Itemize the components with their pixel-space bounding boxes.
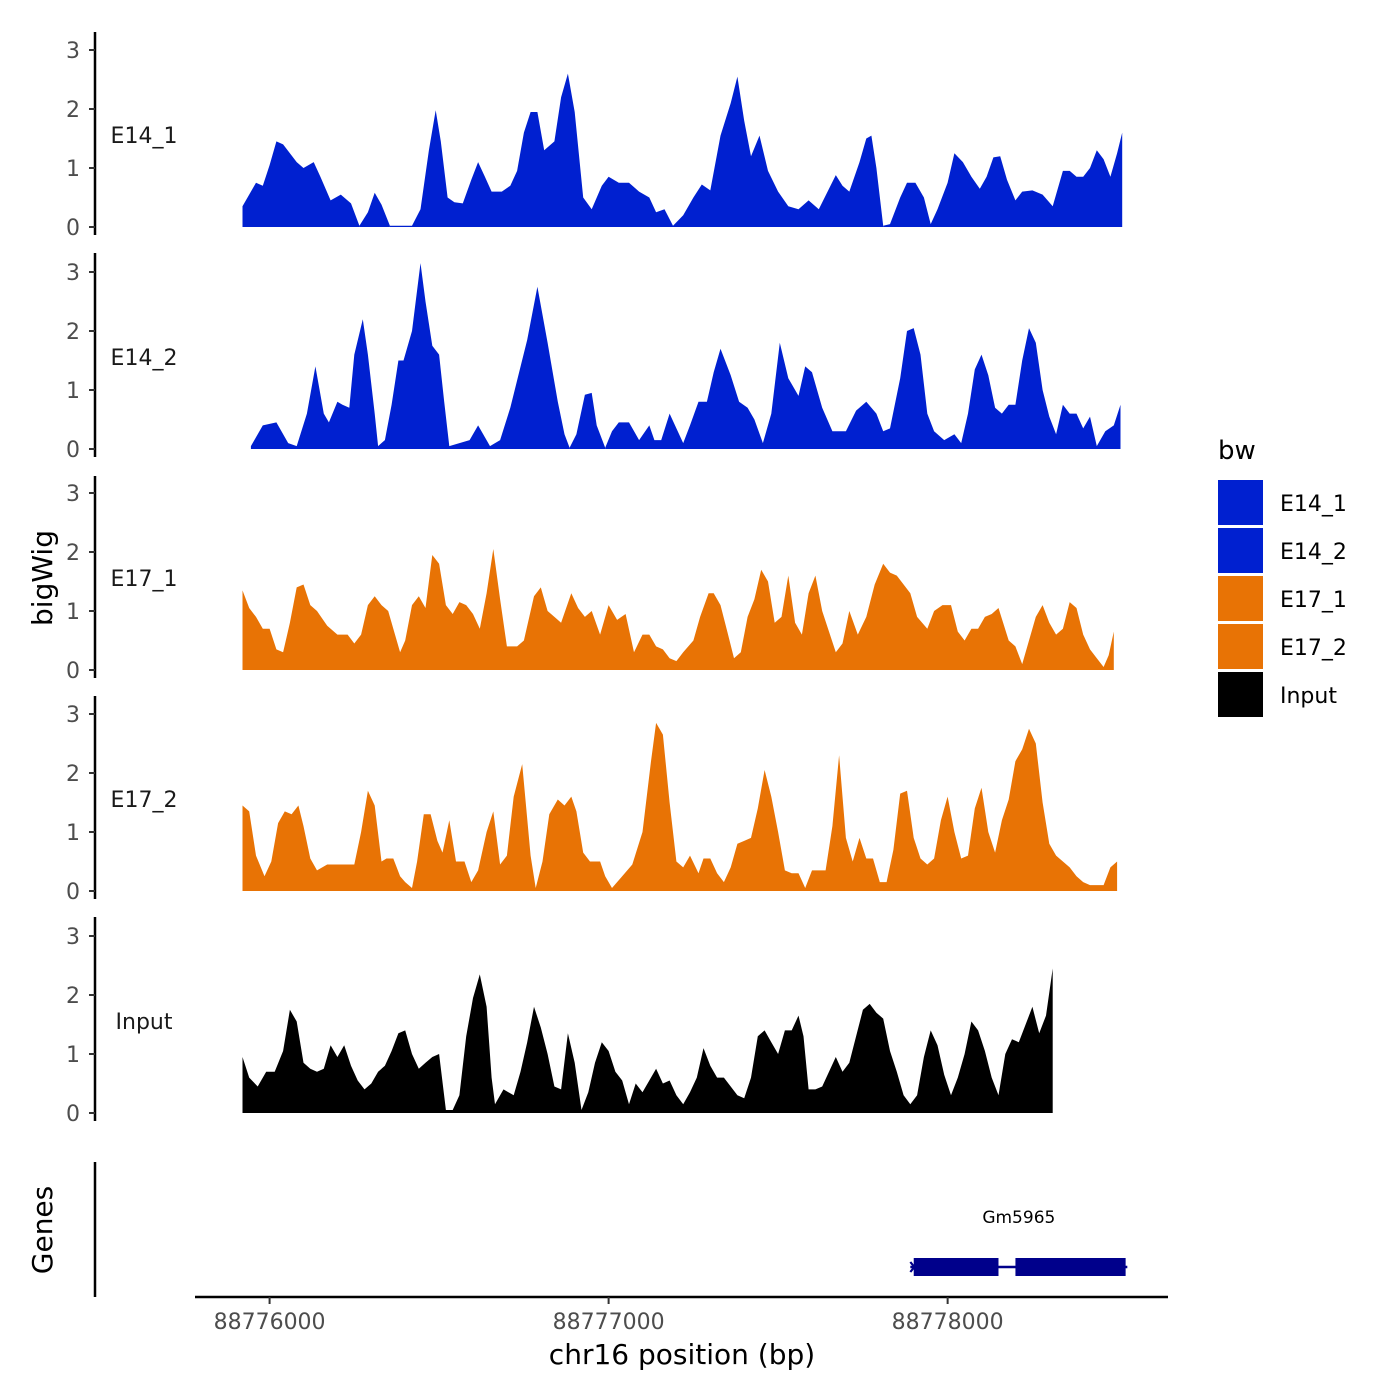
genes-axis-title: Genes xyxy=(26,1186,59,1274)
track-E14_1: 0 1 2 3 E14_1 xyxy=(66,32,1123,241)
track-label: E17_2 xyxy=(111,788,178,813)
gene-exon xyxy=(1015,1258,1126,1276)
legend-key-Input xyxy=(1218,672,1263,717)
y-tick-label: 0 xyxy=(66,216,80,241)
signal-area xyxy=(250,263,570,449)
signal-area xyxy=(673,76,884,227)
legend-key-E14_2 xyxy=(1218,528,1263,573)
signal-area xyxy=(605,328,1121,449)
y-tick-label: 0 xyxy=(66,659,80,684)
signal-area xyxy=(242,968,1053,1113)
signal-area xyxy=(242,549,1114,670)
signal-area xyxy=(569,392,606,449)
track-E17_1: 0 1 2 3 E17_1 xyxy=(66,476,1114,684)
y-tick-label: 3 xyxy=(66,925,80,950)
track-panels: 0 1 2 3 E14_1 0 1 2 3 E14_2 0 1 2 3 E17_1 0 1 2 3 E17_2 0 1 2 3… xyxy=(66,32,1123,1127)
gene-label: Gm5965 xyxy=(982,1208,1055,1228)
track-E17_2: 0 1 2 3 E17_2 xyxy=(66,696,1118,905)
track-label: E14_1 xyxy=(111,124,178,149)
legend: bw E14_1 E14_2 E17_1 E17_2 Input xyxy=(1218,436,1347,717)
track-E14_2: 0 1 2 3 E14_2 xyxy=(66,253,1121,463)
y-tick-label: 3 xyxy=(66,261,80,286)
signal-area xyxy=(242,722,1118,891)
y-tick-label: 2 xyxy=(66,984,80,1009)
legend-label: E17_1 xyxy=(1280,588,1347,613)
signal-area xyxy=(242,141,360,227)
y-tick-label: 2 xyxy=(66,541,80,566)
legend-key-E14_1 xyxy=(1218,480,1263,525)
y-tick-label: 1 xyxy=(66,600,80,625)
y-tick-label: 0 xyxy=(66,438,80,463)
x-tick-label: 88777000 xyxy=(553,1310,665,1335)
signal-area xyxy=(359,192,390,227)
track-label: Input xyxy=(116,1010,173,1035)
gene-exon xyxy=(913,1258,999,1276)
y-tick-label: 2 xyxy=(66,762,80,787)
legend-label: Input xyxy=(1280,684,1337,709)
y-tick-label: 1 xyxy=(66,821,80,846)
y-tick-label: 3 xyxy=(66,482,80,507)
track-Input: 0 1 2 3 Input xyxy=(66,917,1053,1127)
y-tick-label: 2 xyxy=(66,98,80,123)
signal-area xyxy=(389,225,412,227)
y-tick-label: 1 xyxy=(66,157,80,182)
y-tick-label: 0 xyxy=(66,1102,80,1127)
legend-key-E17_1 xyxy=(1218,576,1263,621)
y-tick-label: 0 xyxy=(66,880,80,905)
signal-area xyxy=(883,132,1123,227)
genes-panel: Gm5965 xyxy=(93,1162,1128,1297)
gene-strand-marker xyxy=(909,1261,920,1273)
track-label: E17_1 xyxy=(111,567,178,592)
y-axis-title: bigWig xyxy=(26,530,59,626)
legend-label: E14_2 xyxy=(1280,540,1347,565)
legend-key-E17_2 xyxy=(1218,624,1263,669)
y-tick-label: 3 xyxy=(66,39,80,64)
legend-label: E14_1 xyxy=(1280,492,1347,517)
x-axis-title: chr16 position (bp) xyxy=(549,1338,815,1371)
legend-label: E17_2 xyxy=(1280,636,1347,661)
y-tick-label: 1 xyxy=(66,379,80,404)
legend-title: bw xyxy=(1218,436,1256,466)
y-tick-label: 2 xyxy=(66,320,80,345)
x-axis: 88776000 88777000 88778000 xyxy=(195,1295,1168,1335)
x-tick-label: 88778000 xyxy=(892,1310,1004,1335)
track-label: E14_2 xyxy=(111,346,178,371)
x-tick-label: 88776000 xyxy=(214,1310,326,1335)
y-tick-label: 1 xyxy=(66,1043,80,1068)
signal-area xyxy=(412,73,673,227)
y-tick-label: 3 xyxy=(66,703,80,728)
